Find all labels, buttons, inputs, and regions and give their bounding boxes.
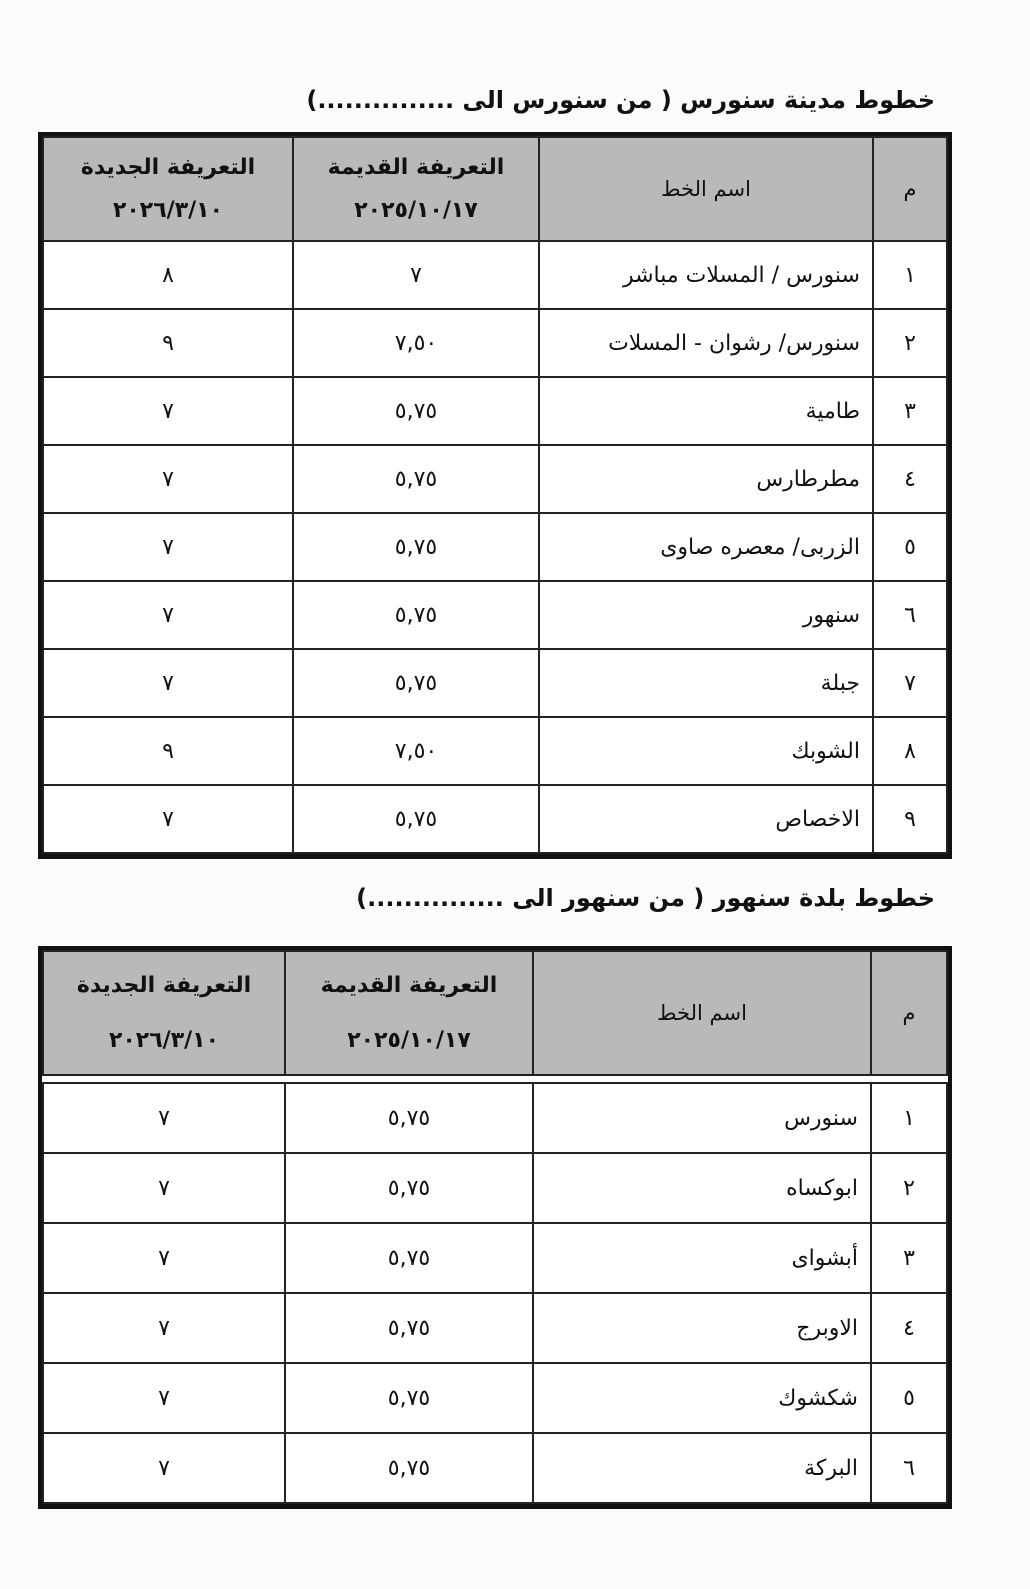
fare-table-sennuris: م اسم الخط التعريفة القديمة ٢٠٢٥/١٠/١٧ ال… — [38, 132, 952, 859]
fare-table-sanhur: م اسم الخط التعريفة القديمة ٢٠٢٥/١٠/١٧ ال… — [38, 946, 952, 1509]
header-line-name: اسم الخط — [538, 136, 874, 242]
table-row: ٢ ابوكساه ٥,٧٥ ٧ — [42, 1152, 948, 1224]
row-num: ٤ — [872, 444, 948, 514]
new-fare: ٧ — [42, 376, 294, 446]
new-fare: ٧ — [42, 648, 294, 718]
table-row: ١ سنورس / المسلات مباشر ٧ ٨ — [42, 240, 948, 310]
table-row: ٣ طامية ٥,٧٥ ٧ — [42, 376, 948, 446]
old-fare: ٧ — [292, 240, 540, 310]
header-old-fare: التعريفة القديمة ٢٠٢٥/١٠/١٧ — [284, 950, 534, 1076]
row-num: ٦ — [870, 1432, 948, 1504]
line-name: الشوبك — [538, 716, 874, 786]
header-new-fare: التعريفة الجديدة ٢٠٢٦/٣/١٠ — [42, 950, 286, 1076]
line-name: ابوكساه — [532, 1152, 872, 1224]
section-title: خطوط مدينة سنورس ( من سنورس الى ........… — [306, 86, 935, 114]
new-fare: ٧ — [42, 1222, 286, 1294]
new-fare: ٧ — [42, 580, 294, 650]
old-fare: ٥,٧٥ — [284, 1362, 534, 1434]
line-name: طامية — [538, 376, 874, 446]
old-fare-date: ٢٠٢٥/١٠/١٧ — [347, 1028, 471, 1053]
row-num: ٦ — [872, 580, 948, 650]
table-row: ٤ مطرطارس ٥,٧٥ ٧ — [42, 444, 948, 514]
row-num: ٢ — [872, 308, 948, 378]
new-fare-date: ٢٠٢٦/٣/١٠ — [112, 198, 224, 223]
table-row: ٦ البركة ٥,٧٥ ٧ — [42, 1432, 948, 1504]
table-row: ٢ سنورس/ رشوان - المسلات ٧,٥٠ ٩ — [42, 308, 948, 378]
header-old-fare: التعريفة القديمة ٢٠٢٥/١٠/١٧ — [292, 136, 540, 242]
old-fare: ٧,٥٠ — [292, 716, 540, 786]
table-row: ٦ سنهور ٥,٧٥ ٧ — [42, 580, 948, 650]
line-name: سنهور — [538, 580, 874, 650]
old-fare: ٥,٧٥ — [292, 784, 540, 854]
new-fare: ٧ — [42, 1152, 286, 1224]
old-fare: ٥,٧٥ — [292, 648, 540, 718]
table-row: ٣ أبشواى ٥,٧٥ ٧ — [42, 1222, 948, 1294]
old-fare: ٥,٧٥ — [292, 580, 540, 650]
old-fare: ٥,٧٥ — [292, 444, 540, 514]
row-num: ٩ — [872, 784, 948, 854]
old-fare: ٥,٧٥ — [284, 1432, 534, 1504]
table-row: ٥ شكشوك ٥,٧٥ ٧ — [42, 1362, 948, 1434]
table-header-row: م اسم الخط التعريفة القديمة ٢٠٢٥/١٠/١٧ ال… — [42, 136, 948, 242]
new-fare: ٧ — [42, 1082, 286, 1154]
table-row: ٤ الاوبرج ٥,٧٥ ٧ — [42, 1292, 948, 1364]
old-fare-label: التعريفة القديمة — [327, 155, 505, 180]
new-fare: ٧ — [42, 1432, 286, 1504]
new-fare-label: التعريفة الجديدة — [80, 155, 256, 180]
table-row: ٩ الاخصاص ٥,٧٥ ٧ — [42, 784, 948, 854]
row-num: ١ — [870, 1082, 948, 1154]
old-fare: ٥,٧٥ — [292, 376, 540, 446]
old-fare: ٥,٧٥ — [284, 1222, 534, 1294]
old-fare: ٥,٧٥ — [284, 1082, 534, 1154]
table-header-row: م اسم الخط التعريفة القديمة ٢٠٢٥/١٠/١٧ ال… — [42, 950, 948, 1076]
row-num: ٢ — [870, 1152, 948, 1224]
new-fare: ٧ — [42, 1292, 286, 1364]
header-new-fare: التعريفة الجديدة ٢٠٢٦/٣/١٠ — [42, 136, 294, 242]
row-num: ٣ — [870, 1222, 948, 1294]
new-fare-date: ٢٠٢٦/٣/١٠ — [108, 1028, 220, 1053]
line-name: الاوبرج — [532, 1292, 872, 1364]
table-row: ٧ جبلة ٥,٧٥ ٧ — [42, 648, 948, 718]
line-name: جبلة — [538, 648, 874, 718]
line-name: سنورس/ رشوان - المسلات — [538, 308, 874, 378]
old-fare: ٥,٧٥ — [284, 1152, 534, 1224]
header-spacer — [43, 1074, 947, 1084]
new-fare: ٨ — [42, 240, 294, 310]
row-num: ٣ — [872, 376, 948, 446]
row-num: ٥ — [872, 512, 948, 582]
line-name: سنورس — [532, 1082, 872, 1154]
row-num: ٨ — [872, 716, 948, 786]
new-fare-label: التعريفة الجديدة — [76, 973, 252, 998]
new-fare: ٧ — [42, 512, 294, 582]
row-num: ٥ — [870, 1362, 948, 1434]
row-num: ٧ — [872, 648, 948, 718]
old-fare-date: ٢٠٢٥/١٠/١٧ — [354, 198, 478, 223]
line-name: أبشواى — [532, 1222, 872, 1294]
new-fare: ٧ — [42, 1362, 286, 1434]
old-fare: ٧,٥٠ — [292, 308, 540, 378]
line-name: سنورس / المسلات مباشر — [538, 240, 874, 310]
header-num: م — [870, 950, 948, 1076]
table-row: ٥ الزربى/ معصره صاوى ٥,٧٥ ٧ — [42, 512, 948, 582]
line-name: الاخصاص — [538, 784, 874, 854]
section-title: خطوط بلدة سنهور ( من سنهور الى .........… — [356, 884, 935, 912]
header-num: م — [872, 136, 948, 242]
new-fare: ٩ — [42, 308, 294, 378]
new-fare: ٧ — [42, 784, 294, 854]
line-name: البركة — [532, 1432, 872, 1504]
row-num: ١ — [872, 240, 948, 310]
table-row: ٨ الشوبك ٧,٥٠ ٩ — [42, 716, 948, 786]
old-fare: ٥,٧٥ — [284, 1292, 534, 1364]
line-name: شكشوك — [532, 1362, 872, 1434]
table-row: ١ سنورس ٥,٧٥ ٧ — [42, 1082, 948, 1154]
old-fare: ٥,٧٥ — [292, 512, 540, 582]
new-fare: ٩ — [42, 716, 294, 786]
row-num: ٤ — [870, 1292, 948, 1364]
old-fare-label: التعريفة القديمة — [320, 973, 498, 998]
new-fare: ٧ — [42, 444, 294, 514]
line-name: الزربى/ معصره صاوى — [538, 512, 874, 582]
header-line-name: اسم الخط — [532, 950, 872, 1076]
line-name: مطرطارس — [538, 444, 874, 514]
